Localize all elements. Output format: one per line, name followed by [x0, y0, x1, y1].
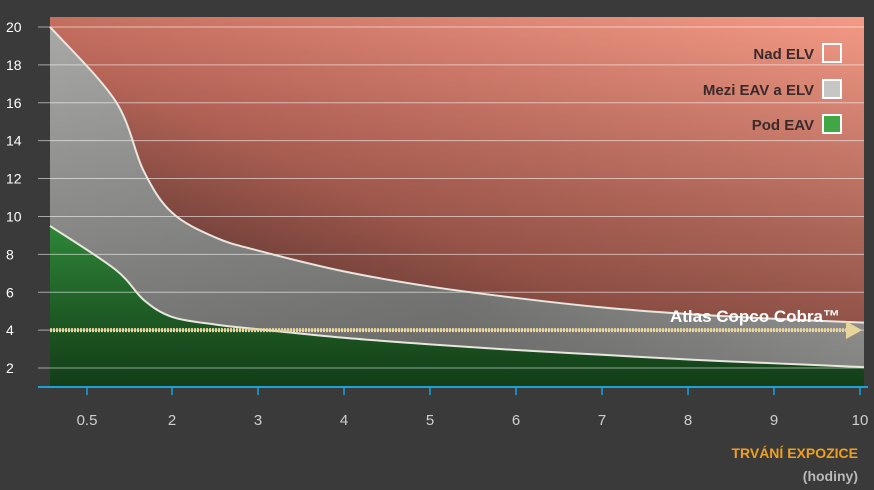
- legend: Nad ELV Mezi EAV a ELV Pod EAV: [703, 43, 842, 134]
- x-axis-unit: (hodiny): [803, 468, 858, 484]
- x-tick-label: 4: [340, 412, 348, 429]
- legend-label: Nad ELV: [753, 46, 814, 63]
- elv-curve: [49, 26, 865, 324]
- cobra-annotation: Atlas Copco Cobra™: [50, 307, 862, 340]
- x-axis-title: TRVÁNÍ EXPOZICE: [731, 445, 858, 461]
- y-tick-label: 10: [6, 208, 22, 224]
- y-tick-label: 4: [6, 322, 14, 338]
- y-tick-label: 6: [6, 284, 14, 300]
- legend-swatch: [822, 79, 842, 99]
- plot-area: [50, 17, 864, 387]
- x-tick-label: 0.5: [77, 412, 98, 429]
- annotation-arrowhead: [846, 321, 862, 340]
- x-tick-label: 10: [852, 412, 869, 429]
- y-tick-label: 18: [6, 57, 22, 73]
- x-axis: 0.5 2 3 4 5 6 7 8 9 10: [38, 386, 869, 429]
- x-tick-label: 2: [168, 412, 176, 429]
- y-tick-label: 16: [6, 95, 22, 111]
- y-tick-label: 20: [6, 19, 22, 35]
- threshold-curves: [49, 26, 865, 369]
- grid-lines: [38, 26, 864, 369]
- legend-swatch: [822, 114, 842, 134]
- y-tick-label: 14: [6, 133, 22, 149]
- annotation-label: Atlas Copco Cobra™: [670, 307, 840, 326]
- legend-label: Pod EAV: [752, 117, 814, 134]
- y-tick-label: 12: [6, 171, 22, 187]
- y-tick-label: 2: [6, 360, 14, 376]
- x-tick-label: 8: [684, 412, 692, 429]
- plot-shade: [50, 17, 864, 387]
- y-tick-label: 8: [6, 246, 14, 262]
- x-tick-label: 5: [426, 412, 434, 429]
- legend-label: Mezi EAV a ELV: [703, 82, 814, 99]
- x-tick-label: 9: [770, 412, 778, 429]
- x-tick-label: 7: [598, 412, 606, 429]
- eav-curve: [49, 225, 865, 369]
- x-tick-label: 3: [254, 412, 262, 429]
- legend-swatch: [822, 43, 842, 63]
- x-tick-label: 6: [512, 412, 520, 429]
- y-axis: 2 4 6 8 10 12 14 16 18 20: [6, 19, 22, 376]
